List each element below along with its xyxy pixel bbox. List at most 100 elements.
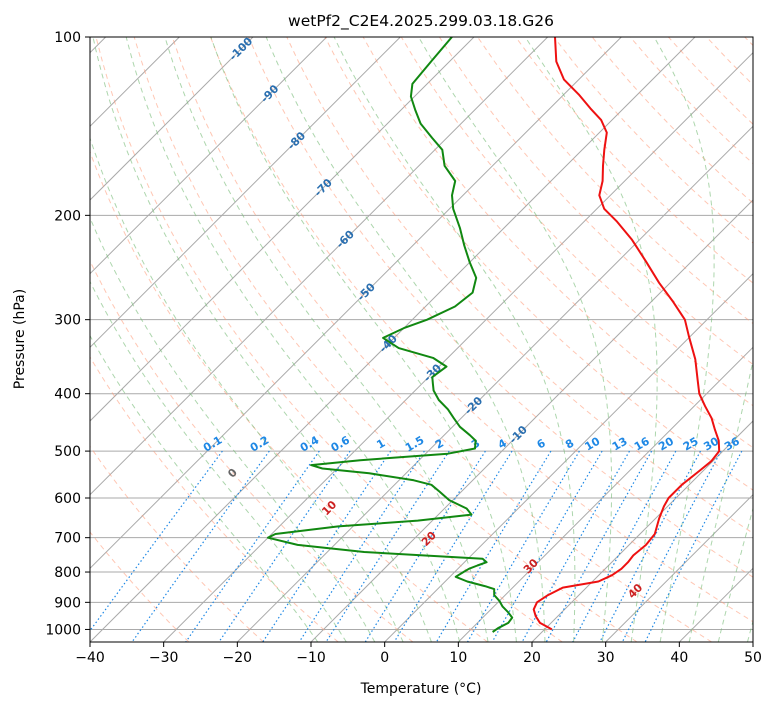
y-tick-label: 100 <box>54 30 81 46</box>
moist-adiabat-line <box>164 37 489 642</box>
dry-adiabat-label: 0 <box>225 466 240 481</box>
isotherm-line <box>236 125 753 642</box>
y-tick-label: 300 <box>54 313 81 329</box>
moist-adiabat-line <box>418 37 613 642</box>
moist-adiabat-line <box>717 506 753 642</box>
moist-adiabat-line <box>333 37 576 642</box>
y-axis-label: Pressure (hPa) <box>12 289 28 389</box>
mixing-ratio-line <box>435 450 552 642</box>
plot-frame <box>89 36 754 643</box>
isotherm-line <box>90 37 401 349</box>
isotherm-line <box>531 420 753 642</box>
dry-adiabat-line <box>90 531 190 642</box>
y-tick-label: 800 <box>54 565 81 581</box>
moist-adiabat-line <box>265 37 546 642</box>
x-tick-label: 50 <box>744 650 762 666</box>
sounding-profiles <box>267 37 721 633</box>
isotherm-line <box>605 493 753 642</box>
dry-adiabat-label: 40 <box>625 581 645 601</box>
mixing-ratio-line <box>262 450 392 642</box>
dry-adiabat-line <box>286 37 753 534</box>
isotherm-line <box>752 641 753 642</box>
x-tick-label: 10 <box>449 650 467 666</box>
dewpoint-profile-line <box>267 37 514 633</box>
moist-adiabat-line <box>90 216 376 642</box>
mixing-ratio-label: 6 <box>535 436 548 451</box>
moist-adiabat-line <box>524 37 658 642</box>
y-tick-label: 900 <box>54 595 81 611</box>
moist-adiabat-line <box>653 37 715 642</box>
mixing-ratio-line <box>545 450 653 642</box>
isotherm-line <box>90 37 696 642</box>
x-tick-label: −20 <box>223 650 253 666</box>
mixing-ratio-line <box>90 450 223 632</box>
moist-adiabat-line <box>90 136 404 642</box>
mixing-ratio-line <box>491 450 603 642</box>
moist-adiabat-line <box>92 37 432 642</box>
mixing-ratio-line <box>298 450 425 642</box>
isotherm-line <box>90 37 622 570</box>
mixing-ratio-line <box>572 450 677 642</box>
isotherm-line <box>678 567 753 642</box>
isotherm-line <box>90 37 549 496</box>
background-lines <box>90 37 753 642</box>
y-axis: 1000 900 800 700 600 500 400 300 200 100 <box>45 30 90 638</box>
dry-adiabat-line <box>90 445 264 642</box>
isotherm-line <box>457 346 753 642</box>
x-tick-label: −30 <box>149 650 179 666</box>
mixing-ratio-line <box>599 450 702 642</box>
isotherm-line <box>90 37 254 201</box>
y-tick-label: 500 <box>54 444 81 460</box>
moist-adiabat-line <box>90 334 319 642</box>
mixing-ratio-line <box>644 450 743 642</box>
mixing-ratio-label: 2 <box>433 437 446 452</box>
moist-adiabat-line <box>688 358 753 642</box>
mixing-ratio-label: 1 <box>374 437 387 452</box>
isotherm-line <box>163 51 753 642</box>
y-tick-label: 400 <box>54 387 81 403</box>
dry-adiabat-line <box>90 259 414 642</box>
dry-adiabat-line <box>591 37 753 204</box>
isotherm-line <box>90 37 328 275</box>
dry-adiabat-line <box>90 150 488 642</box>
dry-adiabat-line <box>477 37 753 325</box>
mixing-ratio-line <box>218 450 351 642</box>
x-tick-label: −40 <box>75 650 105 666</box>
y-tick-label: 200 <box>54 208 81 224</box>
dry-adiabat-line <box>210 37 753 623</box>
dry-adiabat-line <box>744 37 753 47</box>
dry-adiabat-line <box>438 37 753 366</box>
dry-adiabat-line <box>668 37 753 125</box>
mixing-ratio-line <box>325 450 450 642</box>
y-tick-label: 1000 <box>45 622 81 638</box>
moist-adiabat-line <box>125 37 461 642</box>
x-axis: −40 −30 −20 −10 0 10 20 30 40 50 <box>75 642 762 666</box>
dry-adiabat-line <box>515 37 753 284</box>
temperature-profile-line <box>532 37 721 631</box>
x-tick-label: −10 <box>296 650 326 666</box>
mixing-ratio-line <box>185 450 320 642</box>
x-tick-label: 20 <box>523 650 541 666</box>
moist-adiabat-line <box>210 37 517 642</box>
y-tick-label: 700 <box>54 531 81 547</box>
dry-adiabat-line <box>90 356 339 642</box>
x-tick-label: 30 <box>597 650 615 666</box>
dry-adiabat-line <box>706 37 753 86</box>
chart-title: wetPf2_C2E4.2025.299.03.18.G26 <box>288 12 554 31</box>
isotherm-line <box>384 272 753 642</box>
mixing-ratio-line <box>521 450 631 642</box>
mixing-ratio-line <box>621 450 722 642</box>
x-axis-label: Temperature (°C) <box>360 681 482 697</box>
mixing-ratio-line <box>131 450 270 642</box>
x-tick-label: 40 <box>670 650 688 666</box>
dry-adiabat-label: 30 <box>521 556 541 576</box>
isotherm-line <box>90 37 475 422</box>
mixing-ratio-line <box>393 450 513 642</box>
dry-adiabat-line <box>248 37 753 578</box>
x-tick-label: 0 <box>380 650 389 666</box>
y-tick-label: 600 <box>54 491 81 507</box>
dry-adiabat-line <box>171 37 712 642</box>
dry-adiabat-line <box>95 37 563 642</box>
dry-adiabat-line <box>400 37 753 407</box>
